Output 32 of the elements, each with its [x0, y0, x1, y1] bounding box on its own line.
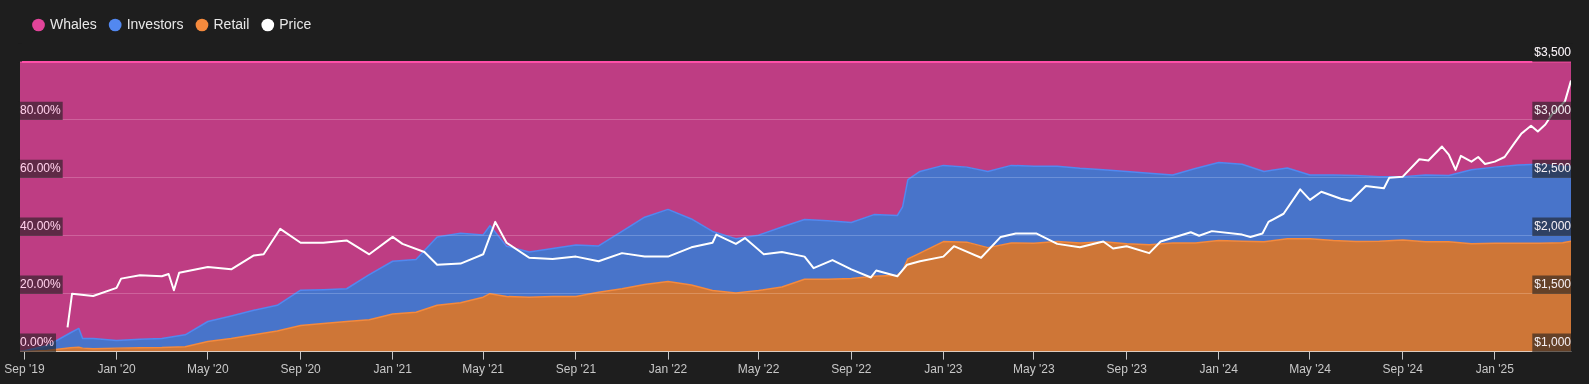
x-tick-label: Sep '23 [1106, 362, 1148, 377]
x-tick-label: Jan '25 [1475, 362, 1515, 377]
y-tick-label: 80.00% [20, 103, 62, 118]
y2-tick-label: $1,500 [1534, 276, 1572, 291]
x-tick-label: Jan '22 [648, 362, 688, 377]
y-tick-label: 60.00% [20, 161, 62, 176]
x-tick-label: Sep '22 [831, 362, 872, 377]
y-tick-label: 40.00% [20, 219, 62, 234]
legend-label: Retail [213, 15, 250, 32]
x-tick-label: Jan '21 [373, 362, 413, 377]
x-tick-label: Sep '24 [1382, 362, 1424, 377]
x-tick-label: May '20 [187, 362, 229, 377]
legend-label: Whales [50, 15, 97, 32]
x-tick-label: May '21 [462, 362, 505, 377]
x-tick-label: Sep '19 [4, 362, 46, 377]
x-tick-label: May '22 [737, 362, 780, 377]
x-tick-label: May '24 [1289, 362, 1332, 377]
legend-label: Investors [126, 15, 184, 32]
x-tick-label: Sep '20 [280, 362, 322, 377]
y2-tick-label: $2,500 [1534, 161, 1572, 176]
y2-tick-label: $3,500 [1534, 45, 1572, 60]
x-tick-label: Jan '24 [1199, 362, 1239, 377]
y-tick-label: 20.00% [20, 276, 62, 291]
x-tick-label: Jan '23 [924, 362, 963, 377]
legend-label: Price [279, 15, 312, 32]
x-tick-label: May '23 [1013, 362, 1056, 377]
y2-tick-label: $1,000 [1534, 334, 1572, 349]
y-tick-label: 0.00% [20, 334, 55, 349]
x-tick-label: Jan '20 [97, 362, 137, 377]
y2-tick-label: $3,000 [1534, 103, 1572, 118]
x-tick-label: Sep '21 [555, 362, 597, 377]
y2-tick-label: $2,000 [1534, 219, 1572, 234]
